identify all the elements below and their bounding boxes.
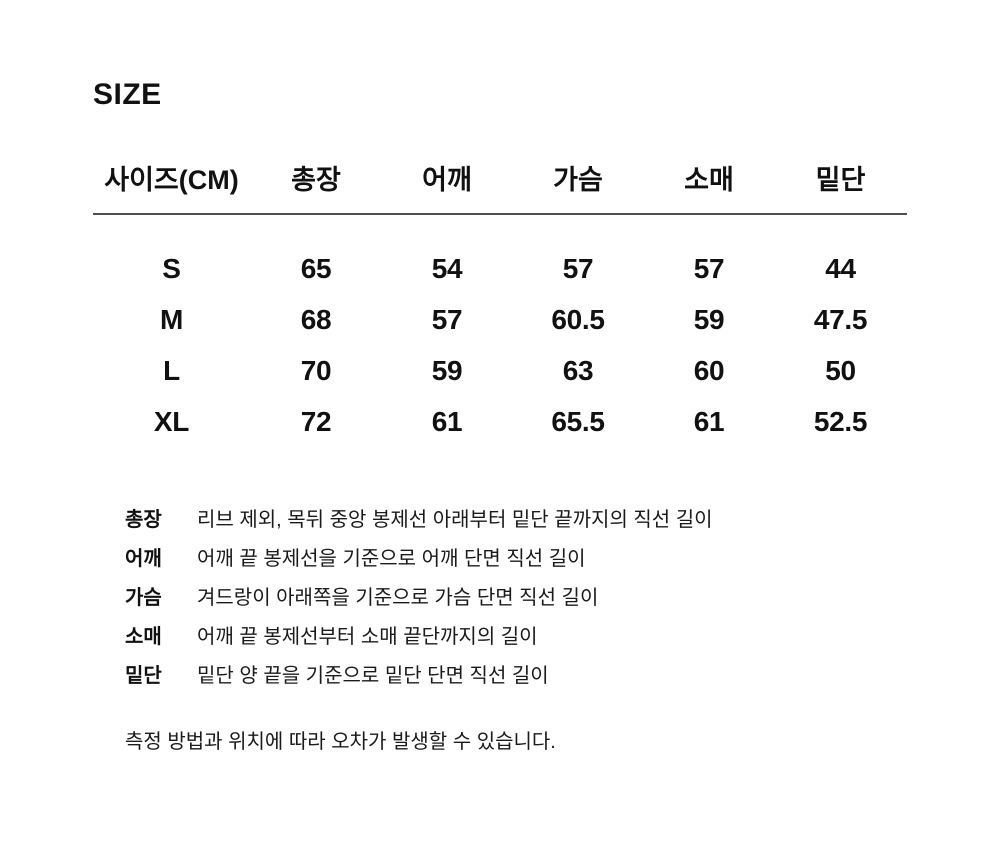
definition-term: 총장 [125, 509, 162, 531]
size-label: L [163, 354, 180, 386]
size-table-body: S 65 54 57 57 44 M 68 57 60.5 59 47.5 L … [93, 215, 907, 447]
measurement-value: 52.5 [813, 405, 868, 437]
size-label: S [162, 252, 181, 284]
definition-term: 소매 [125, 626, 162, 648]
measurement-value: 59 [693, 303, 725, 335]
page-title: SIZE [93, 78, 162, 111]
header-divider [93, 213, 907, 215]
measurement-value: 54 [431, 252, 463, 284]
definition-row-hem: 밑단 밑단 양 끝을 기준으로 밑단 단면 직선 길이 [125, 663, 925, 689]
definition-description: 리브 제외, 목뒤 중앙 봉제선 아래부터 밑단 끝까지의 직선 길이 [197, 509, 713, 531]
measurement-value: 65.5 [551, 405, 605, 437]
definition-row-sleeve: 소매 어깨 끝 봉제선부터 소매 끝단까지의 길이 [125, 624, 925, 650]
measurement-value: 60.5 [551, 303, 605, 335]
definition-term: 가슴 [125, 587, 162, 609]
size-table-header: 사이즈(CM) 총장 어깨 가슴 소매 밑단 [93, 166, 907, 213]
table-row-l: L 70 59 63 60 50 [93, 345, 907, 396]
column-header-size: 사이즈(CM) [104, 165, 239, 195]
definition-term: 밑단 [125, 665, 162, 687]
measurement-value: 65 [300, 252, 332, 284]
measurement-value: 63 [562, 354, 594, 386]
definition-description: 어깨 끝 봉제선을 기준으로 어깨 단면 직선 길이 [197, 548, 586, 570]
measurement-value: 60 [693, 354, 725, 386]
measurement-value: 50 [825, 354, 856, 386]
measurement-value: 44 [825, 252, 856, 284]
measurement-value: 57 [562, 252, 594, 284]
measurement-value: 68 [300, 303, 332, 335]
column-header-total-length: 총장 [291, 165, 341, 195]
column-header-shoulder: 어깨 [422, 165, 472, 195]
definition-row-chest: 가슴 겨드랑이 아래쪽을 기준으로 가슴 단면 직선 길이 [125, 585, 925, 611]
measurement-value: 57 [693, 252, 725, 284]
column-header-sleeve: 소매 [684, 165, 734, 195]
definition-row-total-length: 총장 리브 제외, 목뒤 중앙 봉제선 아래부터 밑단 끝까지의 직선 길이 [125, 507, 925, 533]
table-row-m: M 68 57 60.5 59 47.5 [93, 294, 907, 345]
measurement-value: 47.5 [813, 303, 868, 335]
size-label: M [159, 303, 184, 335]
measurement-value: 59 [431, 354, 463, 386]
column-header-chest: 가슴 [553, 165, 603, 195]
measurement-value: 61 [431, 405, 463, 437]
measurement-value: 72 [300, 405, 332, 437]
measurement-value: 70 [300, 354, 332, 386]
column-header-hem: 밑단 [815, 165, 866, 195]
measurement-definitions: 총장 리브 제외, 목뒤 중앙 봉제선 아래부터 밑단 끝까지의 직선 길이 어… [125, 507, 925, 702]
measurement-note: 측정 방법과 위치에 따라 오차가 발생할 수 있습니다. [125, 731, 556, 753]
definition-description: 밑단 양 끝을 기준으로 밑단 단면 직선 길이 [197, 665, 549, 687]
measurement-value: 61 [693, 405, 725, 437]
measurement-value: 57 [431, 303, 463, 335]
table-row-xl: XL 72 61 65.5 61 52.5 [93, 396, 907, 447]
definition-description: 어깨 끝 봉제선부터 소매 끝단까지의 길이 [197, 626, 538, 648]
table-row-s: S 65 54 57 57 44 [93, 243, 907, 294]
size-label: XL [153, 405, 190, 437]
size-table: 사이즈(CM) 총장 어깨 가슴 소매 밑단 S 65 54 57 57 44 … [93, 166, 907, 447]
definition-term: 어깨 [125, 548, 162, 570]
definition-description: 겨드랑이 아래쪽을 기준으로 가슴 단면 직선 길이 [197, 587, 599, 609]
definition-row-shoulder: 어깨 어깨 끝 봉제선을 기준으로 어깨 단면 직선 길이 [125, 546, 925, 572]
